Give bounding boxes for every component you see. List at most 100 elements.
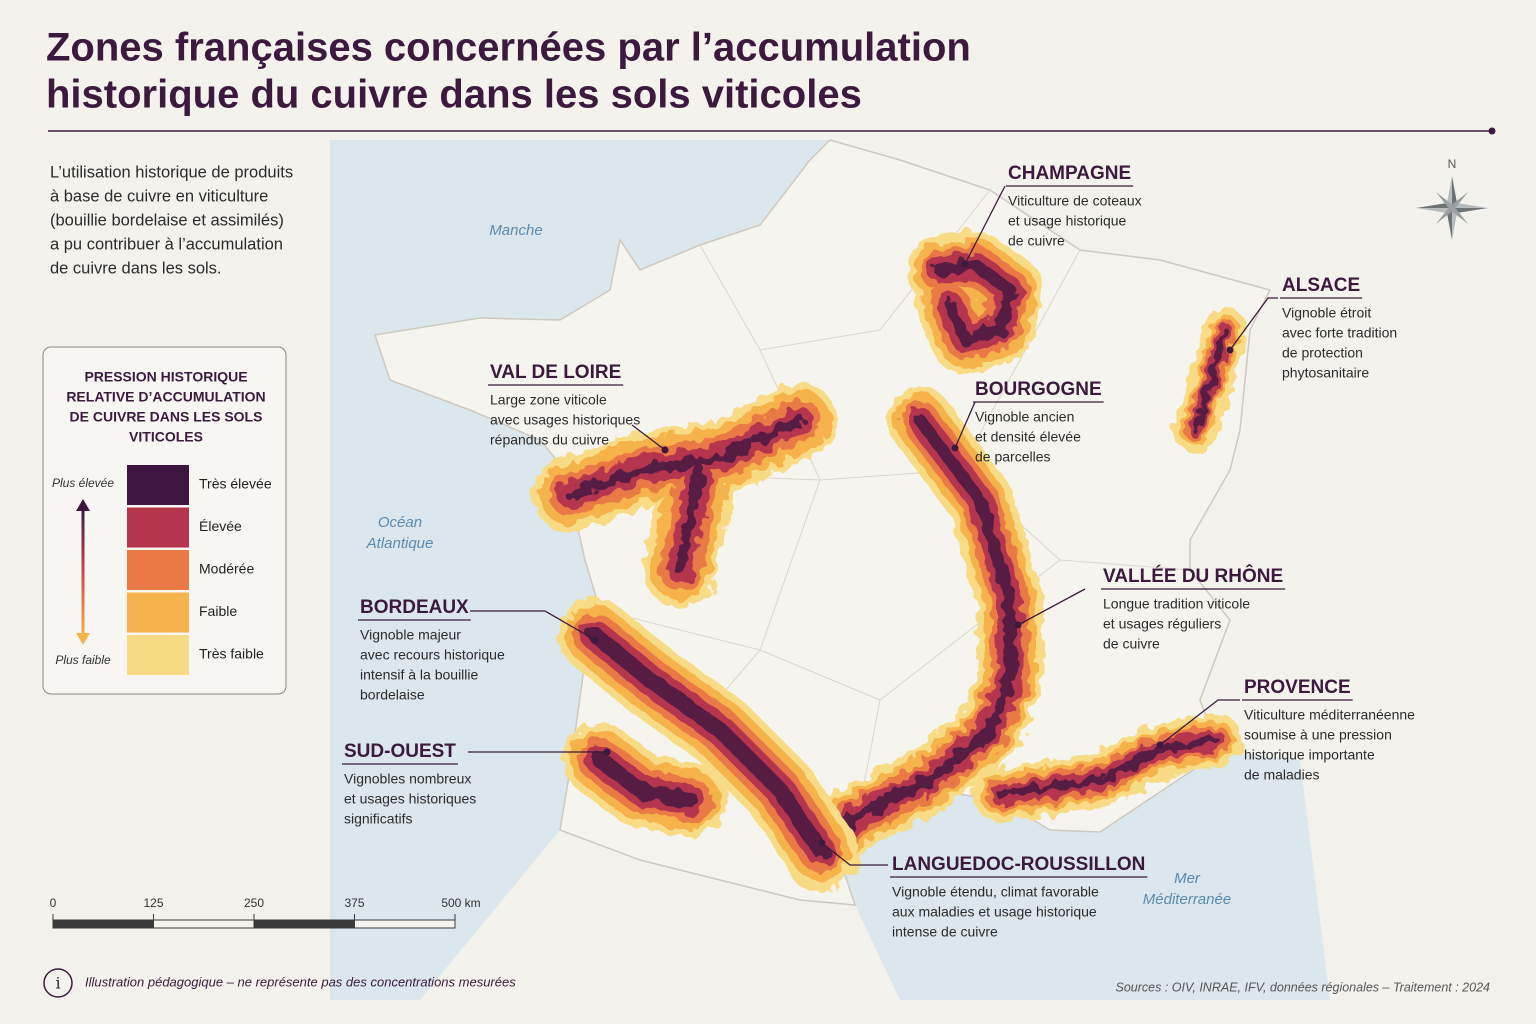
region-name: PROVENCE <box>1244 677 1351 698</box>
region-name: CHAMPAGNE <box>1008 163 1131 184</box>
region-description: et densité élevée <box>975 429 1081 445</box>
note: Illustration pédagogique – ne représente… <box>85 974 516 989</box>
legend-label: Très élevée <box>199 476 272 492</box>
legend-title: PRESSION HISTORIQUE <box>84 369 247 385</box>
region-description: de maladies <box>1244 767 1320 783</box>
sea-label: Manche <box>489 222 542 239</box>
legend-arrow-shaft <box>81 508 85 636</box>
legend-swatch <box>127 550 189 590</box>
region-description: Longue tradition viticole <box>1103 596 1250 612</box>
intro-line: de cuivre dans les sols. <box>50 259 222 277</box>
region-description: de cuivre <box>1103 636 1160 652</box>
region-description: avec usages historiques <box>490 412 640 428</box>
region-description: répandus du cuivre <box>490 432 609 448</box>
vineyard-zone <box>996 736 1219 799</box>
region-description: avec forte tradition <box>1282 325 1397 341</box>
intro-line: (bouillie bordelaise et assimilés) <box>50 211 284 229</box>
region-description: Viticulture méditerranéenne <box>1244 707 1415 723</box>
region-description: de protection <box>1282 345 1363 361</box>
region-dot <box>961 260 969 268</box>
vineyard-zone <box>1192 327 1228 433</box>
region-dot <box>591 636 599 644</box>
scale-label: 375 <box>344 896 364 910</box>
scale-segment <box>52 919 154 929</box>
legend-top: Plus élevée <box>52 476 114 490</box>
region-dot <box>818 839 826 847</box>
region-name: BOURGOGNE <box>975 379 1102 400</box>
legend-title: DE CUIVRE DANS LES SOLS <box>70 409 263 425</box>
region-name: VAL DE LOIRE <box>490 362 621 383</box>
region-dot <box>661 446 669 454</box>
leader-line <box>470 610 596 641</box>
legend-title: VITICOLES <box>129 429 203 445</box>
region-description: Vignobles nombreux <box>344 771 471 787</box>
scale-segment <box>253 919 355 929</box>
intro-line: à base de cuivre en viticulture <box>50 187 268 205</box>
legend-label: Élevée <box>199 518 242 534</box>
region-description: bordelaise <box>360 687 425 703</box>
region-description: intense de cuivre <box>892 924 998 940</box>
legend-swatch <box>127 635 189 675</box>
vineyard-zone <box>934 259 1016 346</box>
vineyard-zone <box>587 627 828 858</box>
legend-swatch <box>127 465 189 505</box>
region-description: Vignoble majeur <box>360 627 461 643</box>
vineyard-zone <box>814 414 1016 866</box>
legend-title: RELATIVE D’ACCUMULATION <box>66 389 265 405</box>
info-circle <box>43 968 73 998</box>
region-description: Viticulture de coteaux <box>1008 193 1142 209</box>
legend-arrow-head <box>76 499 90 511</box>
info-icon: i <box>55 974 60 993</box>
vineyard-zone <box>565 415 805 575</box>
region-description: Large zone viticole <box>490 392 607 408</box>
sea-label: Atlantique <box>366 535 434 552</box>
region-name: BORDEAUX <box>360 597 469 618</box>
sea <box>840 752 1330 1000</box>
region-description: historique importante <box>1244 747 1375 763</box>
leader-line <box>821 842 888 866</box>
region-description: de parcelles <box>975 449 1051 465</box>
legend-swatch <box>127 592 189 633</box>
vineyard-zones <box>533 231 1247 893</box>
leader-line <box>954 401 976 449</box>
region-dot <box>951 444 959 452</box>
title-line: historique du cuivre dans les sols vitic… <box>46 73 862 117</box>
region-name: SUD-OUEST <box>344 741 456 762</box>
leader-line <box>631 424 666 451</box>
region-description: soumise à une pression <box>1244 727 1392 743</box>
intro-line: L’utilisation historique de produits <box>50 163 293 181</box>
leader-line <box>1159 699 1240 746</box>
region-description: phytosanitaire <box>1282 365 1369 381</box>
scale-label: 500 km <box>441 896 480 910</box>
region-description: intensif à la bouillie <box>360 667 479 683</box>
legend-arrow-head <box>76 633 90 645</box>
legend-bottom: Plus faible <box>55 653 111 667</box>
region-description: et usages réguliers <box>1103 616 1221 632</box>
sea-label: Mer <box>1174 870 1201 887</box>
legend-label: Très faible <box>199 646 264 662</box>
sources: Sources : OIV, INRAE, IFV, données régio… <box>1116 980 1491 994</box>
intro-line: a pu contribuer à l’accumulation <box>50 235 283 253</box>
compass <box>1416 176 1488 240</box>
scale-label: 125 <box>143 896 163 910</box>
france-outline <box>374 139 1272 906</box>
region-description: Vignoble étroit <box>1282 305 1371 321</box>
compass-north: N <box>1448 157 1457 171</box>
leader-line <box>964 185 1006 265</box>
region-dot <box>1226 346 1234 354</box>
region-description: Vignoble ancien <box>975 409 1074 425</box>
region-description: et usage historique <box>1008 213 1127 229</box>
region-name: LANGUEDOC-ROUSSILLON <box>892 854 1145 875</box>
sea-label: Méditerranée <box>1143 891 1231 908</box>
region-name: ALSACE <box>1282 275 1360 296</box>
title-line: Zones françaises concernées par l’accumu… <box>46 26 971 70</box>
region-dot <box>1014 621 1022 629</box>
scale-label: 0 <box>50 896 57 910</box>
title-rule-dot <box>1488 127 1496 135</box>
scale-label: 250 <box>244 896 264 910</box>
region-description: avec recours historique <box>360 647 505 663</box>
region-dot <box>1156 741 1164 749</box>
region-dot <box>603 748 611 756</box>
